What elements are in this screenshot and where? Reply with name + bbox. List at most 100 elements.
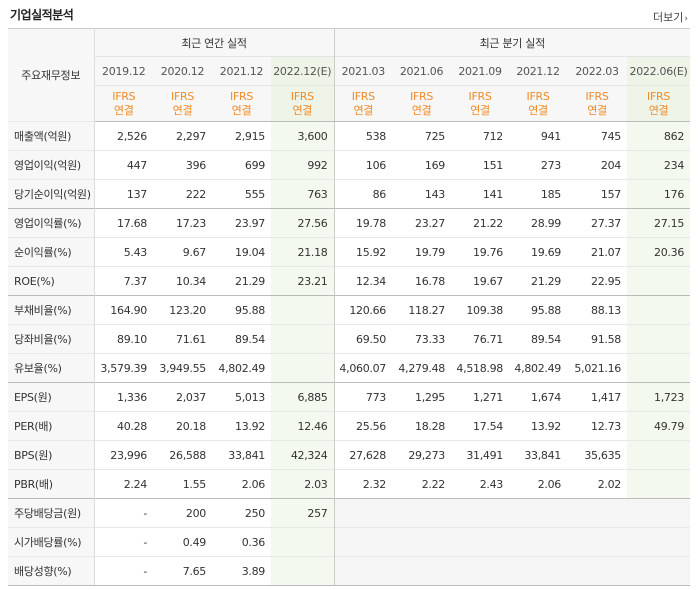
row-label: 매출액(억원) [8,121,95,151]
basis-consolidation: 연결 [231,103,252,117]
basis-standard: IFRS [351,89,375,103]
table-cell: 21.29 [212,266,271,296]
table-cell: 763 [271,179,335,209]
table-cell: 2.03 [271,469,335,499]
table-cell: 3,949.55 [153,353,212,383]
basis-consolidation: 연결 [292,103,313,117]
table-cell: 745 [567,121,628,151]
table-cell: 17.23 [153,208,212,238]
basis-consolidation: 연결 [470,103,490,117]
table-cell: 1,271 [451,382,510,412]
basis-header: IFRS 연결 [509,85,568,122]
financial-summary-table: 주요재무정보 최근 연간 실적 최근 분기 실적 2019.12 2020.12 2… [8,28,691,586]
table-cell: 27.37 [567,208,628,238]
basis-standard: IFRS [585,89,609,103]
row-label: 당좌비율(%) [8,324,95,354]
table-cell: 22.95 [567,266,628,296]
table-cell: 2,037 [153,382,212,412]
table-cell: 2.02 [567,469,628,499]
period-header: 2022.06(E) [627,56,691,86]
row-label: 순이익률(%) [8,237,95,267]
table-cell: 157 [567,179,628,209]
table-cell: 20.18 [153,411,212,441]
table-cell: 21.22 [451,208,510,238]
basis-consolidation: 연결 [587,103,607,117]
table-cell: 88.13 [567,295,628,325]
table-cell: 86 [334,179,393,209]
more-link[interactable]: 더보기› [653,9,688,25]
table-cell: 222 [153,179,212,209]
table-cell: 4,518.98 [451,353,510,383]
table-cell: 538 [334,121,393,151]
table-cell: 2,297 [153,121,212,151]
table-cell: 12.34 [334,266,393,296]
basis-consolidation: 연결 [113,103,134,117]
table-row: 당좌비율(%) 89.10 71.61 89.54 69.50 73.33 76.71 89.… [8,324,691,354]
table-cell: 725 [392,121,452,151]
table-cell: 27.15 [627,208,691,238]
table-cell: 71.61 [153,324,212,354]
table-row: 주당배당금(원) -200 250 257 [8,498,691,528]
table-cell: 106 [334,150,393,180]
period-header: 2021.03 [334,56,393,86]
table-cell [451,498,510,528]
table-cell: 699 [212,150,271,180]
table-cell [627,440,691,470]
table-cell: 120.66 [334,295,393,325]
table-cell: 712 [451,121,510,151]
table-cell: 19.79 [392,237,452,267]
table-cell [567,556,628,586]
table-cell: 4,060.07 [334,353,393,383]
table-cell: 176 [627,179,691,209]
table-cell: 21.18 [271,237,335,267]
table-cell: 1,723 [627,382,691,412]
table-cell: 257 [271,498,335,528]
period-header: 2020.12 [153,56,212,86]
row-label: 영업이익(억원) [8,150,95,180]
basis-header: IFRS 연결 [212,85,271,122]
table-cell: 35,635 [567,440,628,470]
table-cell: 5.43 [94,237,153,267]
table-cell [271,527,335,557]
table-cell [451,527,510,557]
table-cell: 250 [212,498,271,528]
table-row: PBR(배) 2.24 1.55 2.06 2.03 2.32 2.22 2.43 2.06 2.… [8,469,691,499]
table-cell [271,324,335,354]
annual-group-header: 최근 연간 실적 [94,28,335,57]
table-cell [392,527,452,557]
table-cell: 17.54 [451,411,510,441]
table-cell: 143 [392,179,452,209]
table-cell: 941 [509,121,568,151]
table-cell: 23.97 [212,208,271,238]
table-cell: 12.73 [567,411,628,441]
row-label: BPS(원) [8,440,95,470]
table-cell: 49.79 [627,411,691,441]
table-cell: 5,013 [212,382,271,412]
row-label: 영업이익률(%) [8,208,95,238]
table-row: BPS(원) 23,996 26,588 33,841 42,324 27,628 29,2… [8,440,691,470]
table-cell: 69.50 [334,324,393,354]
table-cell [627,295,691,325]
table-cell: 118.27 [392,295,452,325]
table-cell [627,469,691,499]
table-cell: 2,915 [212,121,271,151]
table-cell: 19.67 [451,266,510,296]
table-cell: 33,841 [212,440,271,470]
table-cell: 5,021.16 [567,353,628,383]
table-cell [627,324,691,354]
table-cell: 27.56 [271,208,335,238]
table-cell: 555 [212,179,271,209]
table-cell: 2.43 [451,469,510,499]
row-label: ROE(%) [8,266,95,296]
table-cell: 164.90 [94,295,153,325]
table-cell [567,527,628,557]
row-label: 주당배당금(원) [8,498,95,528]
row-label: 당기순이익(억원) [8,179,95,209]
period-header: 2021.12 [212,56,271,86]
basis-standard: IFRS [526,89,550,103]
table-cell: 4,802.49 [212,353,271,383]
table-cell: 7.37 [94,266,153,296]
table-cell [334,498,393,528]
table-cell [627,556,691,586]
table-cell: 2,526 [94,121,153,151]
